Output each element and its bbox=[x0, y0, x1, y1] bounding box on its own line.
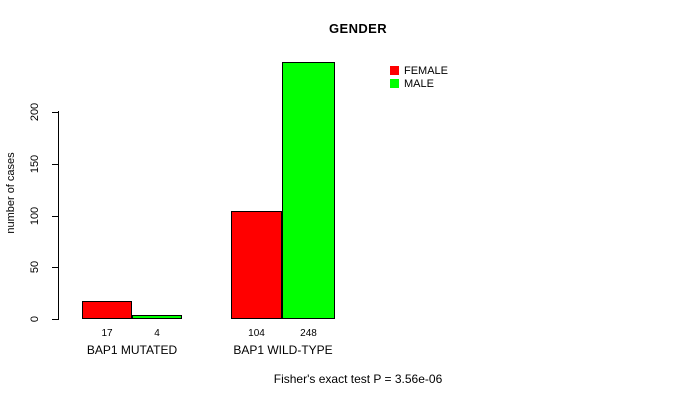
legend-label-male: MALE bbox=[404, 77, 434, 90]
legend: FEMALE MALE bbox=[390, 64, 448, 90]
category-label-bap1-mutated: BAP1 MUTATED bbox=[86, 343, 178, 357]
bar-value-female-bap1-wild-type: 104 bbox=[248, 328, 265, 339]
category-label-bap1-wild-type: BAP1 WILD-TYPE bbox=[233, 343, 333, 357]
bar-male-bap1-wild-type bbox=[282, 62, 335, 319]
legend-swatch-male bbox=[390, 79, 399, 88]
bar-female-bap1-wild-type bbox=[231, 211, 282, 319]
bar-value-male-bap1-wild-type: 248 bbox=[300, 328, 317, 339]
bar-value-female-bap1-mutated: 17 bbox=[101, 328, 113, 339]
bar-female-bap1-mutated bbox=[82, 301, 132, 319]
chart-title: GENDER bbox=[328, 21, 388, 36]
legend-swatch-female bbox=[390, 66, 399, 75]
y-tick-label: 50 bbox=[29, 260, 41, 274]
y-tick-line bbox=[52, 267, 59, 268]
bar-male-bap1-mutated bbox=[132, 315, 182, 319]
legend-row-male: MALE bbox=[390, 77, 448, 90]
y-tick-line bbox=[52, 319, 59, 320]
caption-text: Fisher's exact test P = 3.56e-06 bbox=[273, 372, 443, 386]
y-axis-line bbox=[58, 111, 59, 320]
y-tick-label: 150 bbox=[29, 154, 41, 174]
bar-value-male-bap1-mutated: 4 bbox=[154, 328, 160, 339]
y-tick-line bbox=[52, 216, 59, 217]
y-tick-line bbox=[52, 164, 59, 165]
legend-label-female: FEMALE bbox=[404, 64, 449, 77]
legend-row-female: FEMALE bbox=[390, 64, 448, 77]
y-axis-label: number of cases bbox=[5, 152, 17, 234]
y-tick-label: 200 bbox=[29, 102, 41, 122]
y-tick-label: 100 bbox=[29, 206, 41, 226]
y-tick-label: 0 bbox=[29, 315, 41, 323]
y-tick-line bbox=[52, 112, 59, 113]
